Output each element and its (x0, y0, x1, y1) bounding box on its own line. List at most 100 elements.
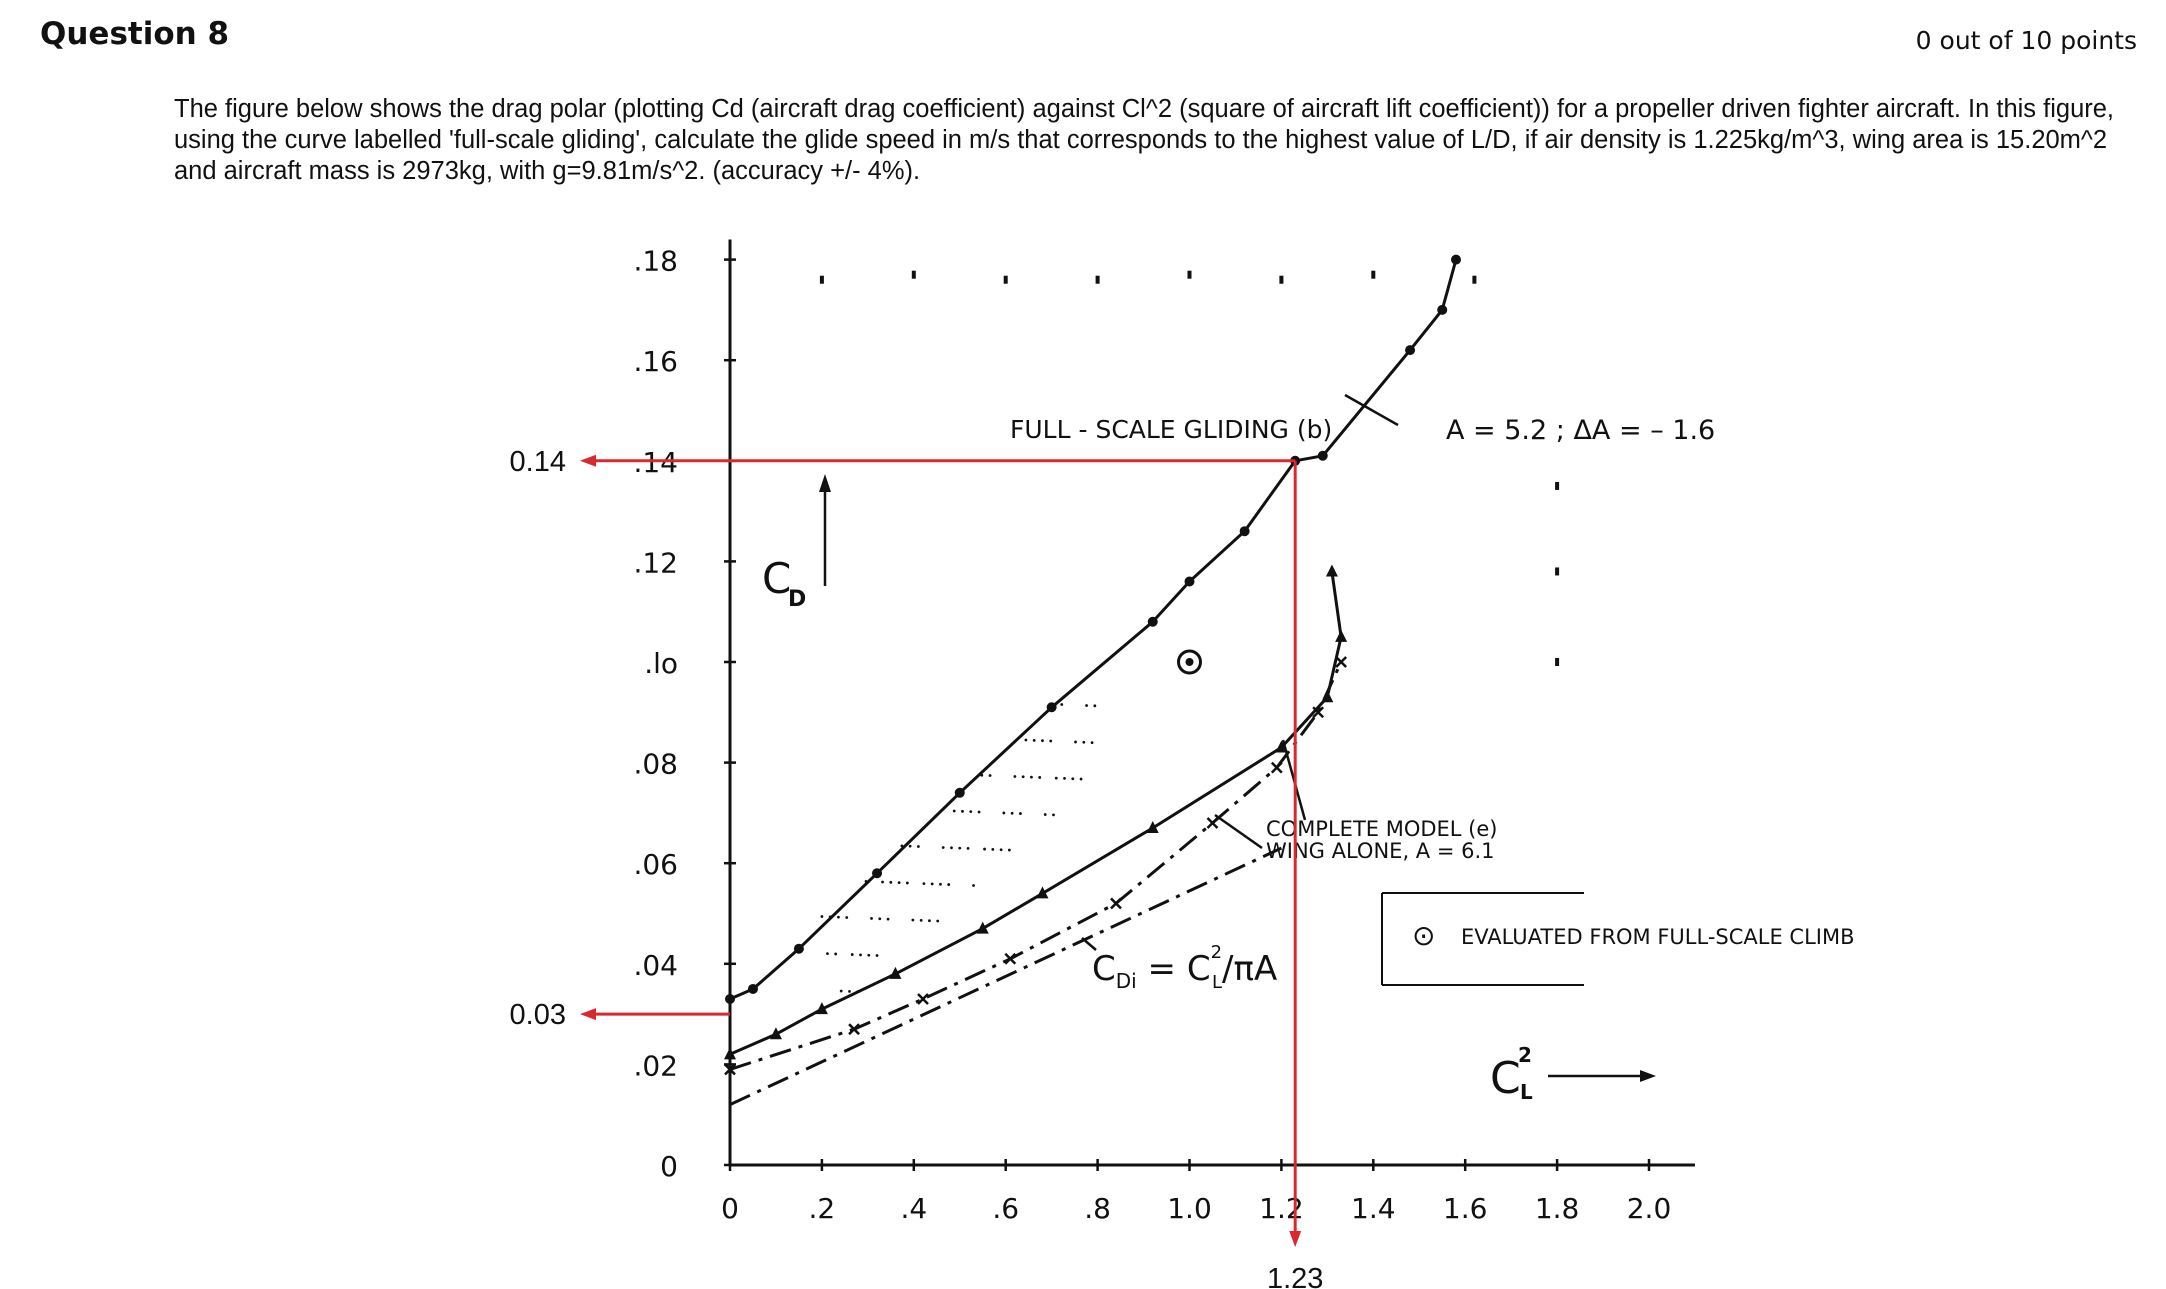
stipple-dot (1079, 777, 1083, 781)
stipple-dot (947, 883, 951, 886)
x-tick-label: 1.6 (1443, 1192, 1488, 1225)
y-tick-label: .06 (633, 848, 678, 881)
data-point-x (1335, 656, 1348, 668)
data-point-dot (747, 983, 758, 994)
guide-label-cd0: 0.03 (510, 999, 566, 1031)
data-point-triangle (976, 921, 989, 934)
data-point-triangle (1335, 629, 1348, 642)
frame-tick-mark (1095, 275, 1100, 284)
y-tick-label: .04 (633, 949, 678, 982)
y-tick-label: .02 (633, 1049, 678, 1082)
induced-drag-formula: CDi = C2 L/πA (1092, 942, 1277, 993)
x-tick-label: 0 (721, 1192, 739, 1225)
stipple-dot (859, 953, 862, 957)
stipple-dot (969, 810, 973, 814)
stipple-dot (972, 884, 975, 887)
x-tick-label: 1.2 (1259, 1192, 1304, 1225)
data-point-x (724, 1063, 736, 1076)
series-line (729, 259, 1458, 1001)
stipple-dot (952, 809, 956, 813)
stipple-dot (1049, 739, 1053, 743)
x-tick-label: 1.4 (1351, 1192, 1396, 1225)
data-point-x (1206, 817, 1219, 829)
induced-drag-formula-part: /πA (1222, 949, 1277, 989)
data-point-triangle (889, 966, 902, 979)
y-tick-label: .18 (633, 245, 678, 278)
frame-tick-mark (1279, 275, 1284, 284)
stipple-dot (856, 990, 860, 994)
wing-alone-pointer (1214, 813, 1263, 850)
stipple-dot (961, 809, 964, 813)
data-point-triangle (815, 1002, 828, 1015)
stipple-dot (1030, 775, 1033, 779)
stipple-dot (850, 953, 854, 956)
frame-tick-mark (1472, 275, 1477, 284)
x-tick-label: 1.8 (1535, 1192, 1580, 1225)
data-point-dot (1239, 526, 1250, 537)
x-tick-label: .2 (809, 1192, 836, 1225)
x-mark-stroke (1312, 706, 1325, 719)
stipple-dot (1002, 811, 1006, 815)
frame-tick-mark (1555, 567, 1560, 576)
stipple-dot (977, 810, 981, 814)
induced-drag-formula-part: 2 (1211, 942, 1222, 963)
stipple-dot (828, 915, 832, 919)
data-point-x (848, 1023, 860, 1036)
stipple-dot (1024, 738, 1028, 742)
x-axis-title-sub: L (1520, 1080, 1533, 1104)
x-mark-stroke (848, 1023, 860, 1036)
frame-tick-mark (911, 270, 916, 279)
x-tick-label: .6 (992, 1192, 1019, 1225)
chart-labels: FULL - SCALE GLIDING (b) A = 5.2 ; ΔA = –… (762, 393, 1855, 1104)
data-point-dot (954, 787, 965, 798)
stipple-dot (1041, 739, 1044, 743)
y-tick-label: .12 (633, 546, 678, 579)
data-point-circled-dot-center (1185, 658, 1194, 666)
chart-series (724, 254, 1462, 1106)
x-mark-stroke (1110, 897, 1122, 910)
data-point-dot (1405, 345, 1416, 356)
stipple-dot (991, 847, 995, 851)
stipple-dot (1019, 812, 1022, 815)
x-mark-stroke (1206, 817, 1219, 829)
stipple-dot (837, 915, 840, 919)
x-axis-arrowhead (1640, 1070, 1656, 1082)
data-point-dot (1046, 702, 1057, 713)
stipple-dot (999, 848, 1003, 852)
x-mark-stroke (1335, 656, 1348, 668)
stipple-dot (1071, 777, 1075, 781)
frame-tick-mark (819, 275, 824, 284)
stipple-dot (922, 882, 926, 886)
question-text: The figure below shows the drag polar (p… (174, 95, 2115, 185)
stipple-dot (1060, 703, 1064, 706)
stipple-dot (1043, 813, 1047, 816)
stipple-dot (845, 916, 849, 919)
stipple-dot (848, 989, 851, 993)
stipple-dot (983, 847, 986, 851)
stipple-dot (980, 773, 984, 777)
x-axis-title-sup: 2 (1518, 1043, 1532, 1067)
stipple-dot (1063, 777, 1066, 780)
guide-label-cd-max: 0.14 (510, 446, 566, 478)
stipple-dot (881, 880, 884, 884)
y-tick-label: .16 (633, 345, 678, 378)
stipple-dot (930, 882, 934, 886)
induced-drag-formula-part: C (1092, 949, 1116, 989)
question-header: Question 8 0 out of 10 points (0, 0, 2166, 90)
stipple-dot (1082, 740, 1086, 744)
stipple-dot (1052, 813, 1055, 817)
y-axis-title: C (762, 554, 791, 603)
data-point-triangle (1325, 564, 1338, 577)
data-point-x (1110, 897, 1122, 910)
stipple-dot (939, 882, 942, 886)
stipple-dot (889, 880, 893, 884)
stipple-dot (826, 952, 829, 956)
y-tick-label: .08 (633, 748, 678, 781)
stipple-dot (878, 917, 882, 921)
stipple-dot (1093, 704, 1097, 708)
stipple-dot (839, 989, 843, 993)
stipple-dot (958, 846, 962, 850)
complete-model-label: COMPLETE MODEL (e) (1266, 817, 1497, 841)
stipple-dot (928, 919, 931, 923)
